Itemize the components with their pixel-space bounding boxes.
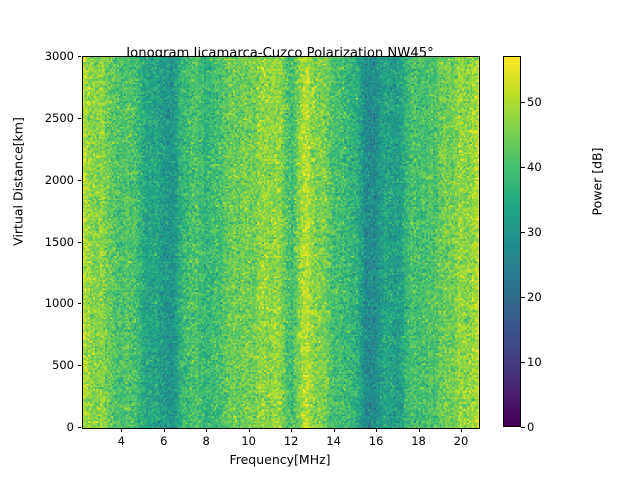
colorbar-tick-label: 10 — [527, 354, 542, 369]
y-tick-label: 0 — [66, 420, 74, 434]
x-tick-mark — [461, 428, 462, 432]
x-tick-label: 20 — [453, 434, 469, 448]
colorbar-gradient — [503, 56, 521, 427]
colorbar-tick-mark — [521, 427, 525, 428]
y-tick-mark — [77, 179, 81, 181]
colorbar-tick-mark — [521, 296, 525, 298]
x-axis-label: Frequency[MHz] — [229, 452, 331, 467]
x-tick-label: 12 — [283, 434, 299, 448]
x-tick-mark — [418, 428, 420, 432]
y-tick-mark — [77, 241, 81, 243]
x-tick-label: 8 — [202, 434, 210, 448]
x-tick-mark — [333, 428, 335, 432]
colorbar-tick-mark — [521, 231, 525, 233]
x-tick-label: 14 — [326, 434, 341, 448]
y-tick-label: 1500 — [44, 234, 74, 249]
y-tick-mark — [77, 303, 81, 305]
y-tick-label: 1000 — [44, 296, 74, 311]
plot-axes — [82, 56, 480, 429]
y-axis-label: Virtual Distance[km] — [10, 117, 26, 246]
colorbar-canvas — [504, 57, 520, 426]
y-tick-label: 500 — [52, 358, 74, 373]
colorbar-tick-mark — [521, 166, 525, 168]
y-tick-mark — [77, 365, 81, 367]
colorbar-tick-label: 30 — [527, 224, 542, 239]
y-tick-label: 3000 — [44, 49, 74, 63]
x-tick-mark — [163, 428, 165, 432]
y-tick-mark — [77, 117, 81, 119]
y-tick-label: 2500 — [44, 110, 74, 125]
x-tick-mark — [248, 428, 250, 432]
x-tick-label: 10 — [241, 434, 256, 448]
x-tick-label: 16 — [368, 434, 384, 448]
x-tick-label: 18 — [411, 434, 426, 448]
colorbar-tick-mark — [521, 101, 525, 103]
x-tick-label: 6 — [160, 434, 168, 448]
ionogram-heatmap — [83, 57, 479, 428]
x-tick-mark — [291, 428, 293, 432]
y-tick-mark — [77, 56, 81, 57]
x-tick-mark — [121, 428, 123, 432]
colorbar-label: Power [dB] — [589, 147, 605, 216]
x-tick-mark — [376, 428, 378, 432]
colorbar-tick-mark — [521, 361, 525, 363]
colorbar-tick-label: 0 — [527, 420, 535, 434]
colorbar-tick-label: 20 — [527, 289, 542, 304]
colorbar-tick-label: 40 — [527, 159, 542, 174]
y-tick-label: 2000 — [44, 172, 74, 187]
x-tick-mark — [206, 428, 208, 432]
colorbar — [503, 56, 521, 427]
colorbar-tick-label: 50 — [527, 94, 542, 109]
y-tick-mark — [77, 427, 81, 428]
x-tick-label: 4 — [117, 434, 125, 448]
